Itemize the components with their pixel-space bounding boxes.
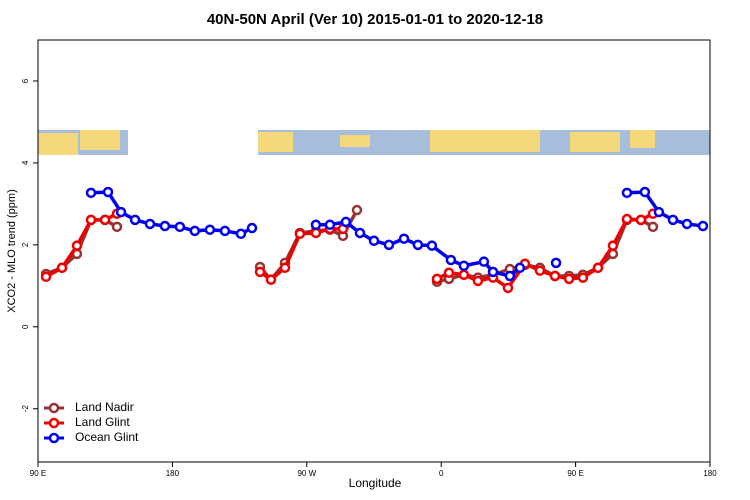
- legend-label: Land Nadir: [75, 400, 134, 414]
- data-point: [635, 214, 647, 226]
- data-point: [592, 262, 604, 274]
- x-tick-label: 0: [439, 469, 444, 478]
- data-point: [85, 187, 97, 199]
- map-strip: [38, 130, 710, 155]
- data-point: [412, 239, 424, 251]
- data-point: [368, 235, 380, 247]
- series-line: [90, 190, 704, 278]
- data-point: [621, 187, 633, 199]
- data-point: [502, 282, 514, 294]
- legend-marker: [48, 417, 60, 429]
- data-point: [431, 273, 443, 285]
- data-point: [681, 218, 693, 230]
- data-point: [504, 270, 516, 282]
- data-point: [458, 269, 470, 281]
- data-point: [219, 225, 231, 237]
- x-tick-label: 90 E: [567, 469, 583, 478]
- legend-label: Ocean Glint: [75, 430, 139, 444]
- x-tick-label: 90 W: [297, 469, 316, 478]
- data-point: [310, 219, 322, 231]
- data-point: [294, 228, 306, 240]
- data-point: [549, 270, 561, 282]
- data-point: [279, 262, 291, 274]
- data-point: [340, 216, 352, 228]
- chart-title: 40N-50N April (Ver 10) 2015-01-01 to 202…: [207, 11, 543, 28]
- data-point: [514, 262, 526, 274]
- plot-frame: [37, 39, 711, 463]
- data-point: [129, 214, 141, 226]
- data-point: [647, 221, 659, 233]
- data-point: [639, 186, 651, 198]
- data-point: [458, 260, 470, 271]
- data-point: [563, 273, 575, 285]
- data-point: [310, 227, 322, 239]
- data-point: [40, 271, 52, 283]
- data-point: [324, 219, 336, 231]
- data-point: [111, 221, 123, 233]
- data-point: [159, 220, 171, 232]
- data-point: [351, 204, 363, 216]
- data-point: [534, 265, 546, 276]
- data-point: [550, 257, 562, 269]
- data-point: [189, 225, 201, 237]
- data-point: [174, 221, 186, 233]
- y-tick-label: 6: [21, 78, 30, 83]
- data-point: [697, 220, 709, 232]
- data-point: [443, 267, 455, 278]
- data-point: [246, 222, 258, 234]
- legend-marker: [48, 402, 60, 414]
- x-tick-label: 180: [166, 469, 180, 478]
- data-point: [56, 262, 68, 274]
- data-point: [102, 186, 114, 198]
- y-tick-label: 2: [21, 242, 30, 247]
- data-point: [667, 214, 679, 226]
- data-point: [607, 240, 619, 251]
- data-point: [577, 272, 589, 283]
- y-tick-label: -2: [21, 405, 30, 413]
- y-tick-label: 0: [21, 324, 30, 329]
- data-point: [204, 224, 216, 235]
- y-axis-label: XCO2 - MLO trend (ppm): [6, 189, 18, 312]
- legend-marker: [48, 432, 60, 444]
- data-point: [426, 240, 438, 251]
- data-point: [115, 206, 127, 218]
- data-point: [445, 254, 457, 266]
- x-axis-label: Longitude: [349, 476, 402, 490]
- data-point: [254, 266, 266, 278]
- data-point: [487, 266, 499, 278]
- data-point: [398, 233, 410, 244]
- data-point: [71, 240, 83, 251]
- x-tick-label: 180: [703, 469, 717, 478]
- data-point: [99, 214, 111, 226]
- data-point: [235, 228, 247, 240]
- data-point: [144, 218, 156, 230]
- data-point: [265, 274, 277, 285]
- data-point: [354, 227, 366, 239]
- x-tick-label: 90 E: [30, 469, 46, 478]
- data-point: [472, 275, 484, 287]
- data-point: [85, 214, 97, 226]
- legend-label: Land Glint: [75, 415, 130, 429]
- data-point: [383, 239, 395, 251]
- y-tick-label: 4: [21, 160, 30, 165]
- data-point: [621, 213, 633, 225]
- data-point: [653, 206, 665, 218]
- data-point: [478, 256, 490, 267]
